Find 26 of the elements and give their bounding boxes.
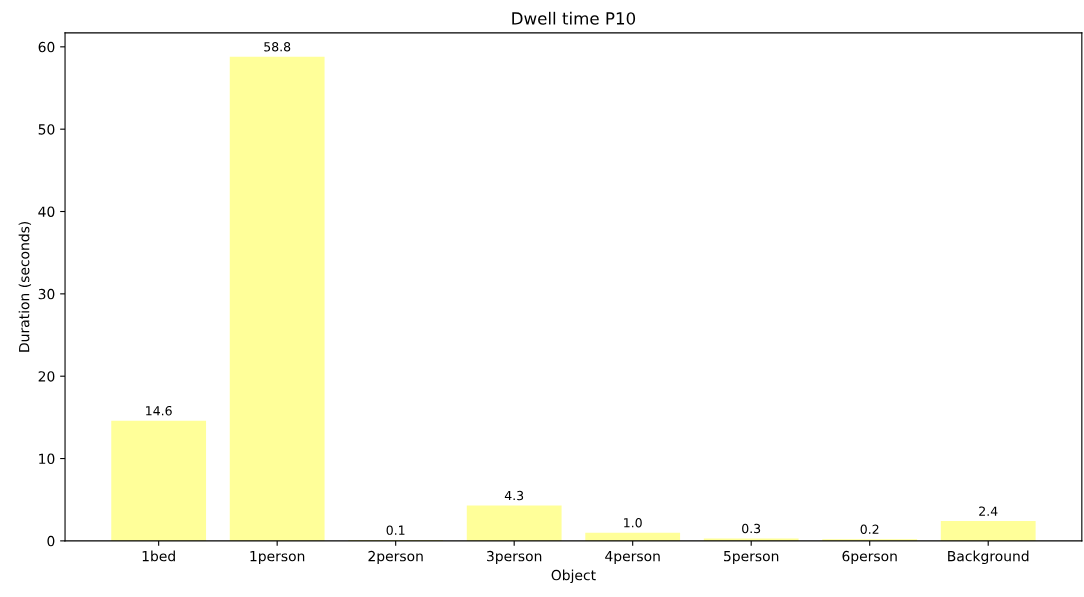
x-tick-label: Background xyxy=(948,550,1029,565)
data-label: 0.3 xyxy=(742,523,761,534)
data-label: 2.4 xyxy=(979,506,998,516)
y-tick-label: 30 xyxy=(38,288,55,300)
y-tick-label: 50 xyxy=(38,124,55,135)
x-axis-title: Object xyxy=(551,569,596,584)
data-label: 14.6 xyxy=(146,406,172,416)
y-tick-label: 20 xyxy=(38,371,55,382)
x-tick-label: 5person xyxy=(724,551,779,565)
x-tick-label: 2person xyxy=(368,550,423,565)
data-label: 0.1 xyxy=(386,525,405,535)
x-tick-label: 6person xyxy=(842,550,897,565)
data-label: 4.3 xyxy=(504,490,524,501)
y-tick-label: 10 xyxy=(39,453,55,465)
y-tick-label: 40 xyxy=(38,206,55,217)
y-tick-label: 60 xyxy=(38,41,55,53)
data-label: 1.0 xyxy=(624,517,642,528)
x-tick-label: 1bed xyxy=(142,550,175,562)
data-label: 58.8 xyxy=(264,42,291,52)
chart-title: Dwell time P10 xyxy=(512,11,636,25)
x-tick-label: 3person xyxy=(487,550,542,565)
data-label: 0.2 xyxy=(860,524,879,535)
y-axis-title: Duration (seconds) xyxy=(18,221,32,352)
y-tick-label: 0 xyxy=(47,535,55,547)
x-tick-label: 1person xyxy=(250,551,305,565)
x-tick-label: 4person xyxy=(605,551,660,565)
